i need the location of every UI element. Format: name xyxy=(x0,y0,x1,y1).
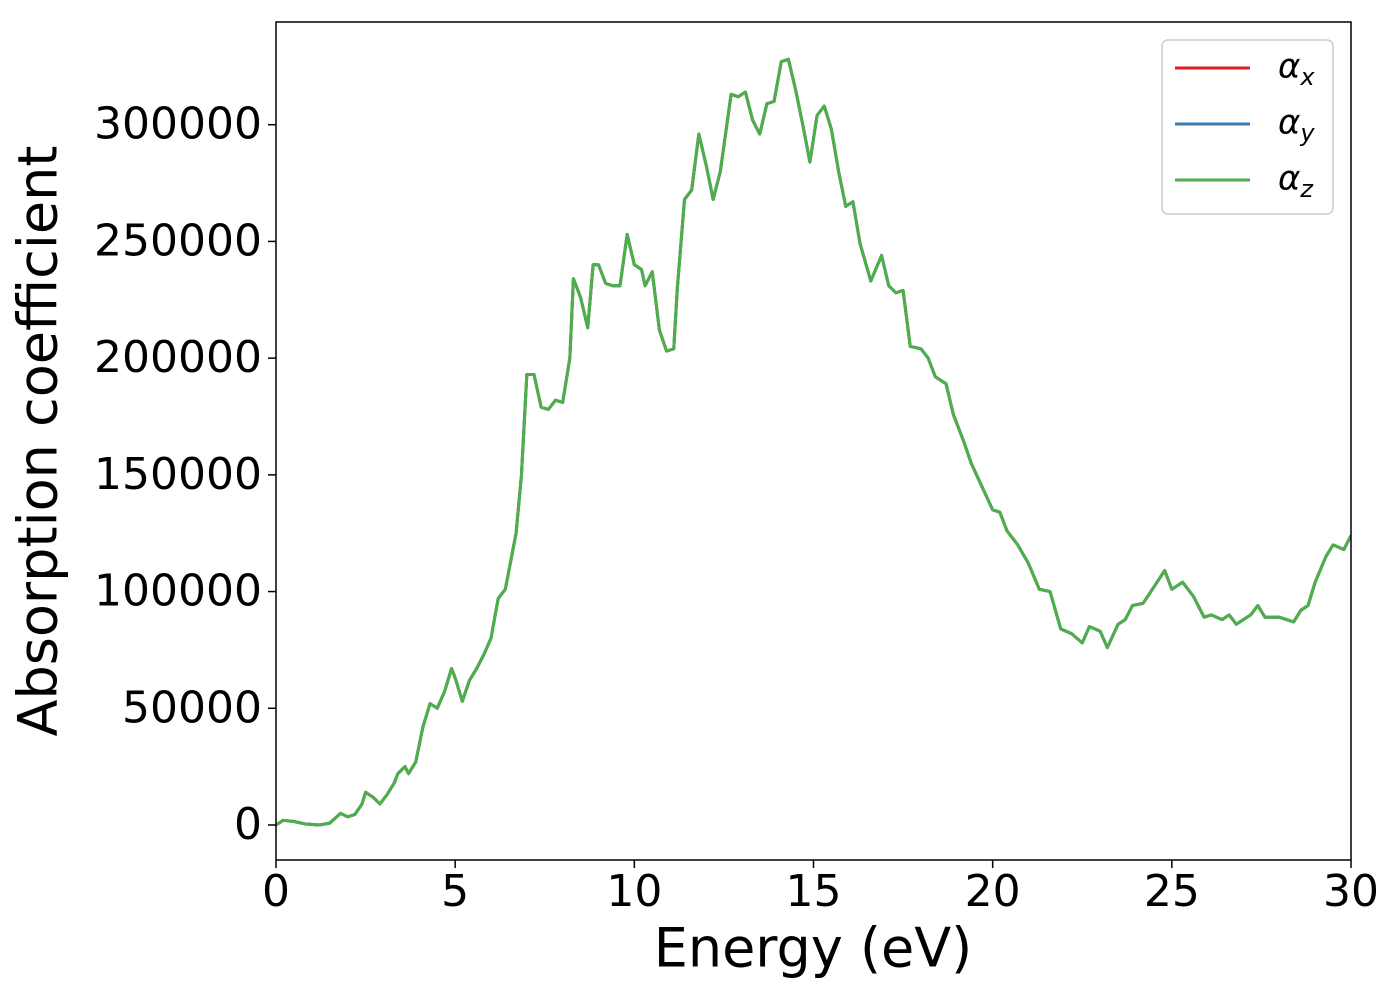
x-tick-label: 0 xyxy=(262,866,290,917)
plot-frame xyxy=(275,21,1352,861)
x-tick-label: 10 xyxy=(606,866,662,917)
legend-label: αz xyxy=(1278,159,1314,204)
x-tick-label: 20 xyxy=(965,866,1021,917)
y-tick-label: 100000 xyxy=(94,566,262,617)
y-tick-label: 250000 xyxy=(94,215,262,266)
y-axis-label: Absorption coefficient xyxy=(7,146,70,737)
x-tick-label: 25 xyxy=(1144,866,1200,917)
y-tick-label: 200000 xyxy=(94,332,262,383)
y-tick-label: 300000 xyxy=(94,99,262,150)
x-tick-label: 15 xyxy=(786,866,842,917)
y-tick-label: 0 xyxy=(234,799,262,850)
x-tick-label: 30 xyxy=(1323,866,1379,917)
legend-box xyxy=(1161,39,1334,215)
x-axis-label: Energy (eV) xyxy=(654,917,973,980)
line xyxy=(276,57,1351,827)
y-tick-label: 150000 xyxy=(94,449,262,500)
y-tick-label: 50000 xyxy=(122,682,262,733)
x-tick-label: 5 xyxy=(441,866,469,917)
